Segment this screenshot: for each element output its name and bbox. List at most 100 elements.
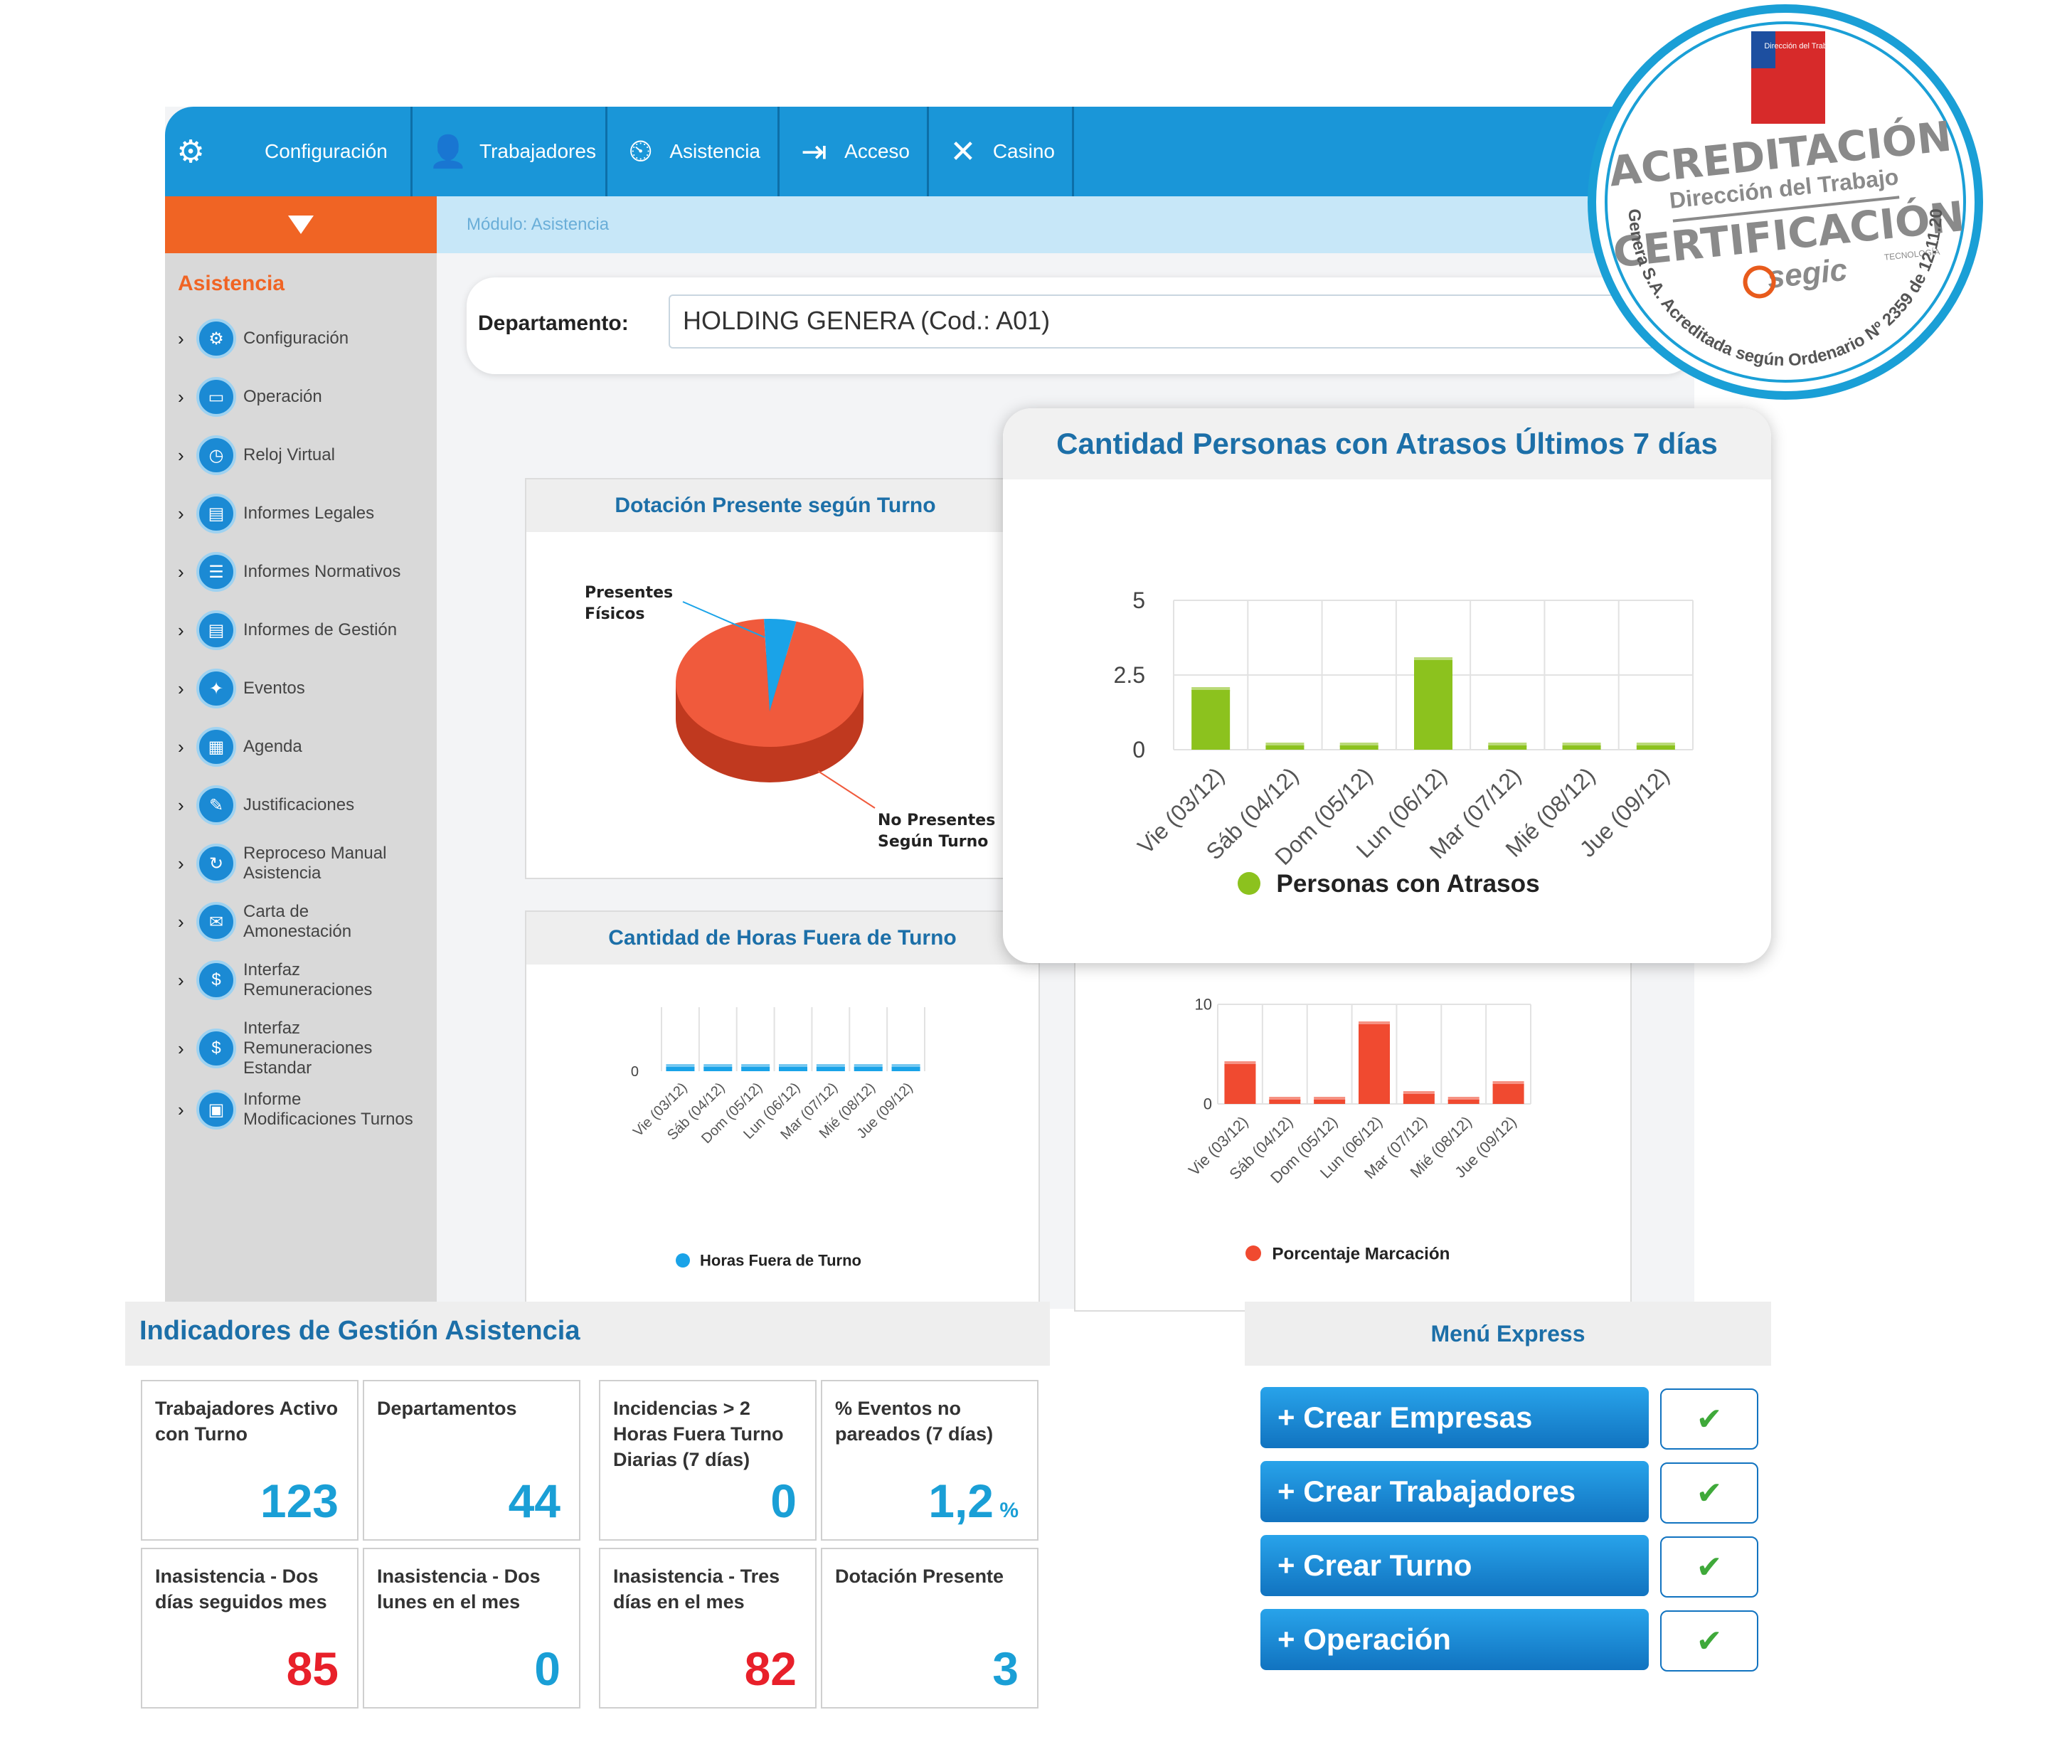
bar-top [741, 1064, 770, 1068]
indicator-label: % Eventos no pareados (7 días) [835, 1398, 994, 1445]
indicator-value: 82 [745, 1642, 797, 1696]
sidebar-item-informe-modificaciones[interactable]: › ▣ Informe Modificaciones Turnos [178, 1090, 414, 1130]
legend-marker [1245, 1245, 1261, 1261]
indicator-label: Departamentos [377, 1398, 517, 1419]
indicator-card: Departamentos 44 [363, 1380, 580, 1541]
crear-empresas-button[interactable]: + Crear Empresas [1260, 1387, 1649, 1448]
nav-label: Acceso [844, 140, 910, 162]
seal-brand-logo [1743, 265, 1776, 299]
module-label: Módulo: Asistencia [467, 215, 610, 234]
sidebar-item-reproceso[interactable]: › ↻ Reproceso Manual Asistencia [178, 844, 414, 883]
crear-trabajadores-button[interactable]: + Crear Trabajadores [1260, 1461, 1649, 1522]
report-icon: ▤ [196, 610, 236, 650]
indicator-card: % Eventos no pareados (7 días) 1,2 % [821, 1380, 1038, 1541]
y-tick-label: 0 [631, 1064, 639, 1080]
chevron-right-icon: › [178, 1098, 184, 1120]
sidebar-item-label: Informes de Gestión [243, 620, 398, 639]
indicator-number: 82 [744, 1642, 797, 1695]
sidebar-item-configuracion[interactable]: › ⚙ Configuración [178, 319, 414, 358]
indicator-label: Incidencias > 2 Horas Fuera Turno Diaria… [613, 1398, 784, 1470]
nav-casino[interactable]: ✕ Casino [929, 107, 1074, 196]
sidebar-item-justificaciones[interactable]: › ✎ Justificaciones [178, 785, 414, 825]
indicator-value: 0 [534, 1642, 560, 1696]
chart-legend: Horas Fuera de Turno [676, 1252, 861, 1270]
sidebar-item-label: Carta de Amonestación [243, 902, 352, 941]
seal-divider [1672, 196, 1900, 223]
bar [1447, 1100, 1479, 1104]
indicator-number: 0 [534, 1642, 560, 1695]
bar-top [854, 1064, 883, 1068]
sidebar-item-operacion[interactable]: › ▭ Operación [178, 377, 414, 417]
sidebar-item-carta-amonestacion[interactable]: › ✉ Carta de Amonestación [178, 902, 414, 942]
certification-seal: Dirección del Trabajo ACREDITACIÓN Direc… [1581, 0, 1985, 401]
indicator-value: 85 [287, 1642, 339, 1696]
sidebar-item-label: Agenda [243, 737, 302, 756]
indicator-card: Inasistencia - Dos días seguidos mes 85 [141, 1548, 358, 1709]
checkmark-icon[interactable]: ✔ [1660, 1462, 1758, 1524]
legend-marker [676, 1253, 690, 1268]
sidebar-item-informes-legales[interactable]: › ▤ Informes Legales [178, 494, 414, 533]
event-icon: ✦ [196, 669, 236, 708]
sidebar-item-label: Informes Normativos [243, 562, 401, 581]
bar [1314, 1100, 1346, 1104]
department-select[interactable]: HOLDING GENERA (Cod.: A01) [669, 294, 1693, 349]
sidebar-item-eventos[interactable]: › ✦ Eventos [178, 669, 414, 708]
bar-top [779, 1064, 807, 1068]
y-tick-label: 2.5 [1114, 662, 1145, 688]
pie-slice-no-presentes [676, 619, 864, 747]
bar [703, 1067, 733, 1071]
list-icon: ☰ [196, 552, 236, 592]
sidebar-item-interfaz-remuneraciones[interactable]: › $ Interfaz Remuneraciones [178, 960, 414, 1000]
y-tick-label: 0 [1204, 1095, 1212, 1113]
y-tick-label: 5 [1132, 588, 1145, 613]
top-navigation: ⚙ Configuración 👤 Trabajadores ⏲ Asisten… [165, 107, 1694, 196]
bar-top [1224, 1061, 1256, 1066]
indicator-label: Trabajadores Activo con Turno [155, 1398, 339, 1445]
sidebar-item-informes-normativos[interactable]: › ☰ Informes Normativos [178, 552, 414, 592]
crear-turno-button[interactable]: + Crear Turno [1260, 1535, 1649, 1596]
chevron-right-icon: › [178, 852, 184, 874]
sidebar-toggle-button[interactable] [165, 196, 437, 253]
checkmark-icon[interactable]: ✔ [1660, 1610, 1758, 1672]
indicator-unit: % [993, 1499, 1019, 1522]
indicator-card: Inasistencia - Tres días en el mes 82 [599, 1548, 817, 1709]
sidebar-item-interfaz-remuneraciones-estandar[interactable]: › $ Interfaz Remuneraciones Estandar [178, 1019, 414, 1078]
bar-top [703, 1064, 733, 1068]
sidebar-item-label: Reloj Virtual [243, 445, 335, 464]
nav-configuracion[interactable]: ⚙ Configuración [165, 107, 413, 196]
gears-icon: ⚙ [176, 134, 205, 169]
legend-label: Porcentaje Marcación [1272, 1244, 1450, 1263]
sidebar-item-reloj-virtual[interactable]: › ◷ Reloj Virtual [178, 435, 414, 475]
sidebar-item-agenda[interactable]: › ▦ Agenda [178, 727, 414, 767]
nav-asistencia[interactable]: ⏲ Asistencia [607, 107, 780, 196]
indicators-title: Indicadores de Gestión Asistencia [125, 1302, 1050, 1366]
bar-top [1359, 1021, 1390, 1026]
nav-trabajadores[interactable]: 👤 Trabajadores [413, 107, 607, 196]
operacion-button[interactable]: + Operación [1260, 1609, 1649, 1670]
bar [816, 1067, 845, 1071]
chevron-right-icon: › [178, 444, 184, 466]
nav-label: Asistencia [669, 140, 760, 162]
sidebar-item-label: Eventos [243, 679, 305, 698]
bar-top [1403, 1091, 1435, 1095]
pie-label-presentes: Presentes Físicos [585, 584, 679, 623]
chevron-right-icon: › [178, 619, 184, 641]
sidebar-item-label: Interfaz Remuneraciones [243, 960, 373, 999]
bar [1492, 1084, 1524, 1104]
worker-icon: 👤 [428, 134, 468, 169]
legend-label: Personas con Atrasos [1276, 870, 1539, 898]
sidebar-item-informes-gestion[interactable]: › ▤ Informes de Gestión [178, 610, 414, 650]
pie-chart: Presentes Físicos No Presentes Según Tur… [585, 584, 995, 851]
y-tick-label: 10 [1195, 996, 1212, 1014]
menu-express-title: Menú Express [1245, 1302, 1771, 1366]
checkmark-icon[interactable]: ✔ [1660, 1388, 1758, 1450]
indicator-card: Incidencias > 2 Horas Fuera Turno Diaria… [599, 1380, 817, 1541]
sidebar-item-label: Operación [243, 387, 322, 406]
nav-acceso[interactable]: ⇥ Acceso [780, 107, 929, 196]
checkmark-icon[interactable]: ✔ [1660, 1536, 1758, 1598]
